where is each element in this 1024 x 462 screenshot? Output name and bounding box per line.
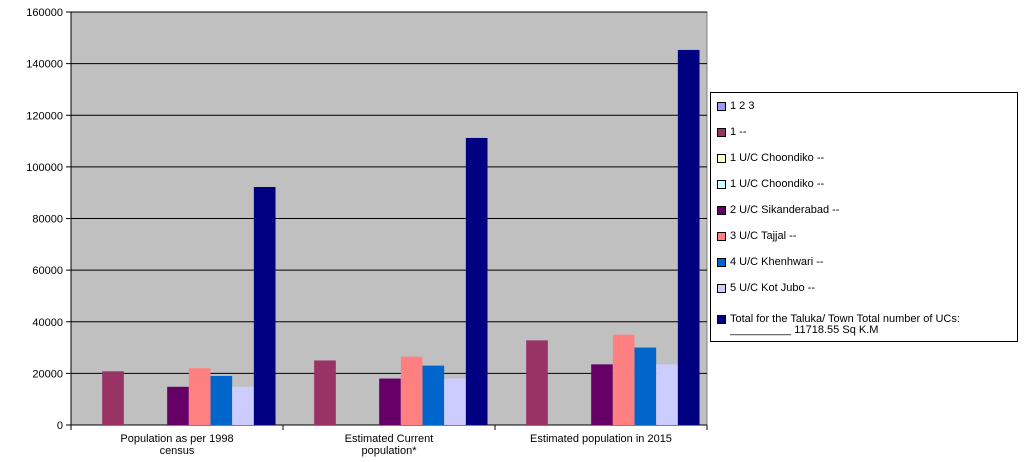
category-label: population* [361, 445, 417, 457]
bar [314, 360, 336, 425]
y-tick-label: 160000 [26, 7, 63, 19]
bar [102, 371, 124, 425]
y-tick-label: 20000 [32, 368, 63, 380]
category-label: census [160, 445, 195, 457]
legend-swatch [717, 284, 726, 293]
legend-swatch [717, 315, 726, 324]
legend-swatch [717, 180, 726, 189]
category-label: Population as per 1998 [120, 433, 233, 445]
category-label: Estimated population in 2015 [530, 433, 672, 445]
y-tick-label: 120000 [26, 110, 63, 122]
legend-item: 1 -- [717, 127, 1010, 138]
legend-label: 1 -- [730, 126, 747, 138]
bar [253, 187, 276, 425]
legend-swatch [717, 258, 726, 267]
legend-swatch [717, 102, 726, 111]
legend-label: Total for the Taluka/ Town Total number … [730, 313, 963, 336]
bar [210, 375, 233, 425]
bar [677, 49, 700, 426]
legend-item: 3 U/C Tajjal -- [717, 231, 1010, 242]
legend-swatch [717, 128, 726, 137]
legend-item: 5 U/C Kot Jubo -- [717, 283, 1010, 294]
y-tick-label: 60000 [32, 265, 63, 277]
bar [465, 137, 488, 425]
bar [232, 386, 254, 425]
bar [444, 378, 466, 425]
bar [167, 386, 189, 425]
bar [188, 368, 211, 425]
bar [656, 364, 678, 425]
legend-item: Total for the Taluka/ Town Total number … [717, 314, 1010, 336]
y-tick-label: 40000 [32, 317, 63, 329]
legend-label: 1 U/C Choondiko -- [730, 178, 825, 190]
legend-label: 2 U/C Sikanderabad -- [730, 204, 840, 216]
legend-label: 1 U/C Choondiko -- [730, 152, 825, 164]
chart-legend: 1 2 3 1 -- 1 U/C Choondiko -- 1 U/C Choondi… [710, 92, 1018, 342]
bar [591, 364, 613, 425]
legend-label: 3 U/C Tajjal -- [730, 230, 797, 242]
legend-item: 1 U/C Choondiko -- [717, 153, 1010, 164]
category-label: Estimated Current [345, 433, 434, 445]
legend-swatch [717, 206, 726, 215]
y-tick-label: 80000 [32, 214, 63, 226]
legend-item: 1 U/C Choondiko -- [717, 179, 1010, 190]
bar [634, 347, 657, 425]
legend-label: 1 2 3 [730, 100, 755, 112]
legend-label: 5 U/C Kot Jubo -- [730, 282, 815, 294]
bar [400, 356, 423, 425]
bar [526, 340, 548, 425]
legend-item: 1 2 3 [717, 101, 1010, 112]
legend-swatch [717, 154, 726, 163]
bar [422, 365, 445, 425]
y-tick-label: 0 [57, 420, 63, 432]
y-tick-label: 140000 [26, 59, 63, 71]
legend-swatch [717, 232, 726, 241]
legend-item: 2 U/C Sikanderabad -- [717, 205, 1010, 216]
bar [379, 378, 401, 425]
legend-item: 4 U/C Khenhwari -- [717, 257, 1010, 268]
legend-label: 4 U/C Khenhwari -- [730, 256, 824, 268]
y-tick-label: 100000 [26, 162, 63, 174]
bar [612, 334, 635, 425]
